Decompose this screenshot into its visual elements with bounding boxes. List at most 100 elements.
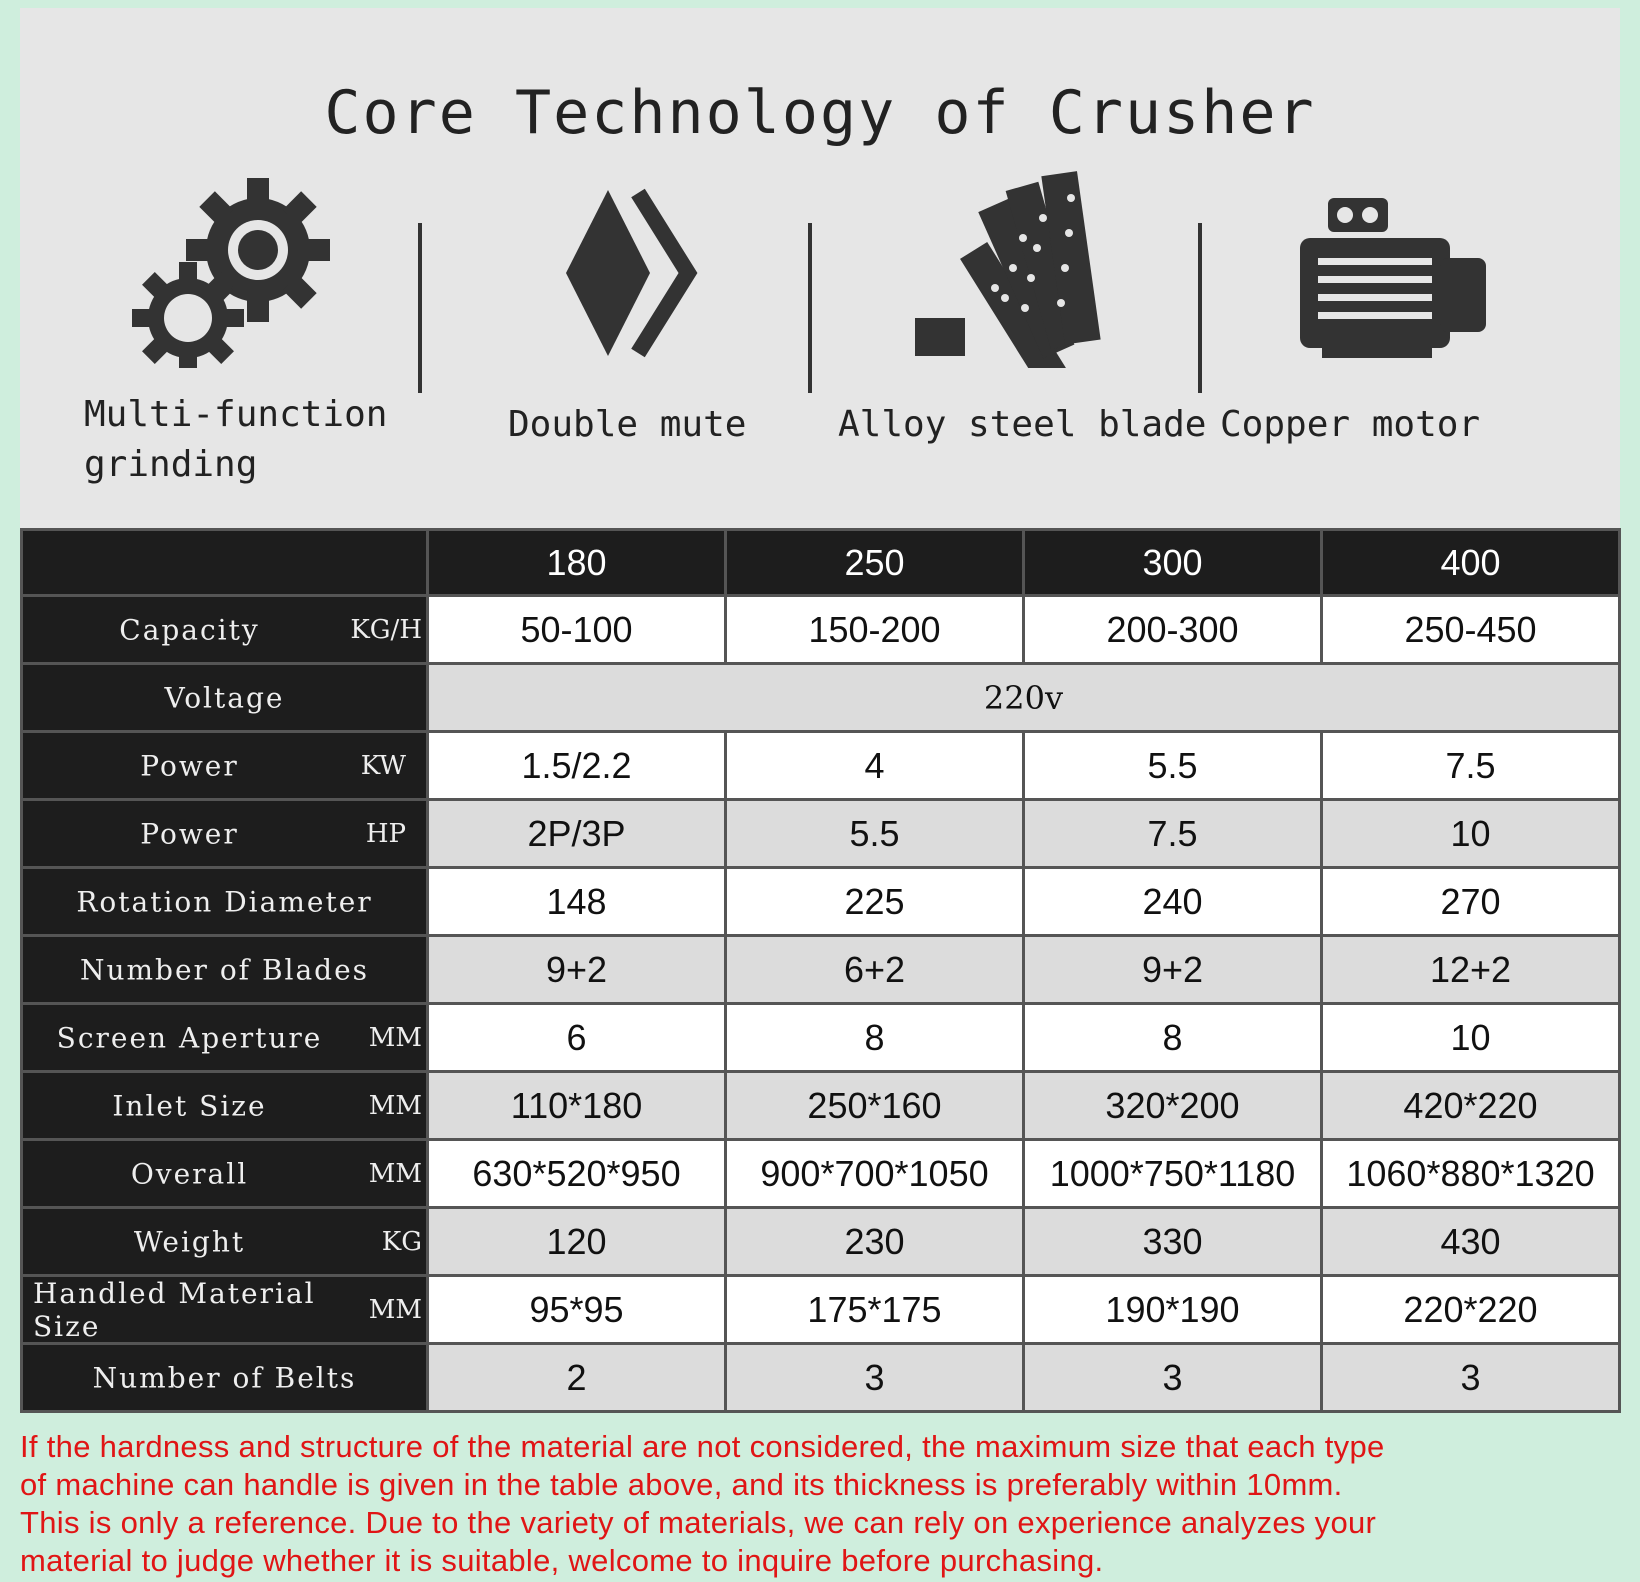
table-row: Power HP 2P/3P 5.5 7.5 10 — [20, 798, 1621, 869]
note-line: of machine can handle is given in the ta… — [20, 1467, 1343, 1502]
motor-icon — [1300, 198, 1486, 358]
model-header: 300 — [1022, 528, 1323, 597]
table-cell: 2 — [426, 1342, 727, 1413]
row-unit: HP — [365, 818, 406, 849]
table-cell: 1060*880*1320 — [1320, 1138, 1621, 1209]
table-cell: 630*520*950 — [426, 1138, 727, 1209]
row-header: Inlet Size MM — [20, 1070, 429, 1141]
row-name: Power — [140, 749, 239, 782]
table-cell: 50-100 — [426, 594, 727, 665]
row-header: Rotation Diameter — [20, 866, 429, 937]
model-header: 180 — [426, 528, 727, 597]
table-cell: 7.5 — [1022, 798, 1323, 869]
table-cell: 110*180 — [426, 1070, 727, 1141]
table-cell: 5.5 — [1022, 730, 1323, 801]
corner-cell — [20, 528, 429, 597]
table-cell: 3 — [724, 1342, 1025, 1413]
row-header: Overall MM — [20, 1138, 429, 1209]
page-title: Core Technology of Crusher — [324, 78, 1316, 148]
note-line: material to judge whether it is suitable… — [20, 1543, 1104, 1578]
row-name: Inlet Size — [112, 1089, 267, 1122]
table-row: Capacity KG/H 50-100 150-200 200-300 250… — [20, 594, 1621, 665]
table-row: Handled Material Size MM 95*95 175*175 1… — [20, 1274, 1621, 1345]
table-cell: 10 — [1320, 798, 1621, 869]
note-line: If the hardness and structure of the mat… — [20, 1429, 1385, 1464]
table-cell-merged: 220v — [426, 662, 1621, 733]
table-cell: 225 — [724, 866, 1025, 937]
table-cell: 95*95 — [426, 1274, 727, 1345]
features-row: Multi-function grinding Double mute — [20, 168, 1620, 508]
table-header-row: 180 250 300 400 — [20, 528, 1621, 597]
feature-label: Double mute — [508, 404, 747, 445]
row-header: Capacity KG/H — [20, 594, 429, 665]
row-name: Number of Belts — [92, 1361, 357, 1394]
table-cell: 3 — [1320, 1342, 1621, 1413]
table-cell: 1.5/2.2 — [426, 730, 727, 801]
table-cell: 9+2 — [1022, 934, 1323, 1005]
row-name: Rotation Diameter — [76, 885, 373, 918]
table-cell: 330 — [1022, 1206, 1323, 1277]
divider — [808, 223, 812, 393]
table-cell: 120 — [426, 1206, 727, 1277]
row-name: Weight — [133, 1225, 246, 1258]
row-name: Overall — [130, 1157, 249, 1190]
row-header: Power KW — [20, 730, 429, 801]
table-cell: 148 — [426, 866, 727, 937]
table-cell: 4 — [724, 730, 1025, 801]
gears-icon — [132, 178, 330, 368]
row-unit: KW — [360, 750, 406, 781]
divider — [1198, 223, 1202, 393]
row-unit: MM — [368, 1022, 422, 1053]
row-name: Screen Aperture — [56, 1021, 323, 1054]
table-cell: 12+2 — [1320, 934, 1621, 1005]
feature-label: Multi-function grinding — [84, 394, 388, 485]
table-cell: 230 — [724, 1206, 1025, 1277]
row-header: Screen Aperture MM — [20, 1002, 429, 1073]
table-cell: 320*200 — [1022, 1070, 1323, 1141]
row-header: Weight KG — [20, 1206, 429, 1277]
feature-multi-function: Multi-function grinding — [60, 168, 390, 508]
top-panel: Core Technology of Crusher — [20, 8, 1620, 528]
row-header: Number of Blades — [20, 934, 429, 1005]
row-unit: MM — [368, 1158, 422, 1189]
divider — [418, 223, 422, 393]
feature-label: Alloy steel blade — [838, 404, 1207, 445]
table-cell: 420*220 — [1320, 1070, 1621, 1141]
table-cell: 200-300 — [1022, 594, 1323, 665]
row-unit: MM — [368, 1294, 422, 1325]
table-row: Inlet Size MM 110*180 250*160 320*200 42… — [20, 1070, 1621, 1141]
model-header: 400 — [1320, 528, 1621, 597]
table-cell: 3 — [1022, 1342, 1323, 1413]
table-cell: 240 — [1022, 866, 1323, 937]
row-unit: MM — [368, 1090, 422, 1121]
table-cell: 6 — [426, 1002, 727, 1073]
row-unit: KG/H — [350, 614, 422, 645]
row-unit: KG — [381, 1226, 422, 1257]
table-row: Overall MM 630*520*950 900*700*1050 1000… — [20, 1138, 1621, 1209]
table-cell: 150-200 — [724, 594, 1025, 665]
row-header: Voltage — [20, 662, 429, 733]
table-cell: 900*700*1050 — [724, 1138, 1025, 1209]
table-row: Number of Blades 9+2 6+2 9+2 12+2 — [20, 934, 1621, 1005]
row-name: Capacity — [119, 613, 260, 646]
feature-alloy-blade: Alloy steel blade — [820, 168, 1210, 508]
row-name: Handled Material Size — [33, 1276, 316, 1343]
table-cell: 5.5 — [724, 798, 1025, 869]
feature-double-mute: Double mute — [440, 168, 800, 508]
table-row: Power KW 1.5/2.2 4 5.5 7.5 — [20, 730, 1621, 801]
table-cell: 1000*750*1180 — [1022, 1138, 1323, 1209]
table-cell: 2P/3P — [426, 798, 727, 869]
row-header: Number of Belts — [20, 1342, 429, 1413]
row-header: Handled Material Size MM — [20, 1274, 429, 1345]
table-cell: 8 — [1022, 1002, 1323, 1073]
table-cell: 220*220 — [1320, 1274, 1621, 1345]
table-cell: 430 — [1320, 1206, 1621, 1277]
table-cell: 175*175 — [724, 1274, 1025, 1345]
table-cell: 9+2 — [426, 934, 727, 1005]
row-name: Number of Blades — [79, 953, 370, 986]
blades-icon — [915, 171, 1101, 368]
disclaimer-note: If the hardness and structure of the mat… — [20, 1428, 1630, 1580]
table-cell: 250*160 — [724, 1070, 1025, 1141]
table-cell: 7.5 — [1320, 730, 1621, 801]
note-line: This is only a reference. Due to the var… — [20, 1505, 1377, 1540]
